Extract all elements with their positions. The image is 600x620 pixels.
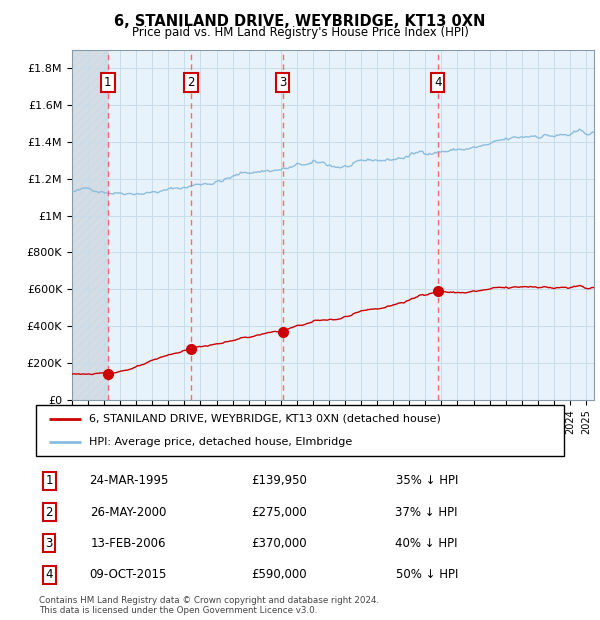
FancyBboxPatch shape	[36, 405, 564, 456]
Text: Contains HM Land Registry data © Crown copyright and database right 2024.
This d: Contains HM Land Registry data © Crown c…	[39, 596, 379, 615]
Text: 4: 4	[434, 76, 442, 89]
Text: £590,000: £590,000	[251, 568, 307, 581]
Text: 3: 3	[46, 537, 53, 550]
Text: 13-FEB-2006: 13-FEB-2006	[91, 537, 166, 550]
Text: 26-MAY-2000: 26-MAY-2000	[90, 506, 167, 518]
Text: 50% ↓ HPI: 50% ↓ HPI	[395, 568, 458, 581]
Text: 2: 2	[46, 506, 53, 518]
Text: £370,000: £370,000	[251, 537, 307, 550]
Text: HPI: Average price, detached house, Elmbridge: HPI: Average price, detached house, Elmb…	[89, 437, 352, 447]
Bar	[109, 50, 594, 400]
Text: 24-MAR-1995: 24-MAR-1995	[89, 474, 168, 487]
Text: 6, STANILAND DRIVE, WEYBRIDGE, KT13 0XN (detached house): 6, STANILAND DRIVE, WEYBRIDGE, KT13 0XN …	[89, 414, 440, 423]
Text: 40% ↓ HPI: 40% ↓ HPI	[395, 537, 458, 550]
Text: 37% ↓ HPI: 37% ↓ HPI	[395, 506, 458, 518]
Text: 09-OCT-2015: 09-OCT-2015	[90, 568, 167, 581]
Text: 3: 3	[279, 76, 286, 89]
Bar	[72, 50, 109, 400]
Text: £275,000: £275,000	[251, 506, 307, 518]
Text: 4: 4	[46, 568, 53, 581]
Text: 6, STANILAND DRIVE, WEYBRIDGE, KT13 0XN: 6, STANILAND DRIVE, WEYBRIDGE, KT13 0XN	[115, 14, 485, 29]
Text: £139,950: £139,950	[251, 474, 307, 487]
Text: 1: 1	[46, 474, 53, 487]
Text: 2: 2	[187, 76, 194, 89]
Text: Price paid vs. HM Land Registry's House Price Index (HPI): Price paid vs. HM Land Registry's House …	[131, 26, 469, 39]
Text: 35% ↓ HPI: 35% ↓ HPI	[395, 474, 458, 487]
Text: 1: 1	[104, 76, 112, 89]
